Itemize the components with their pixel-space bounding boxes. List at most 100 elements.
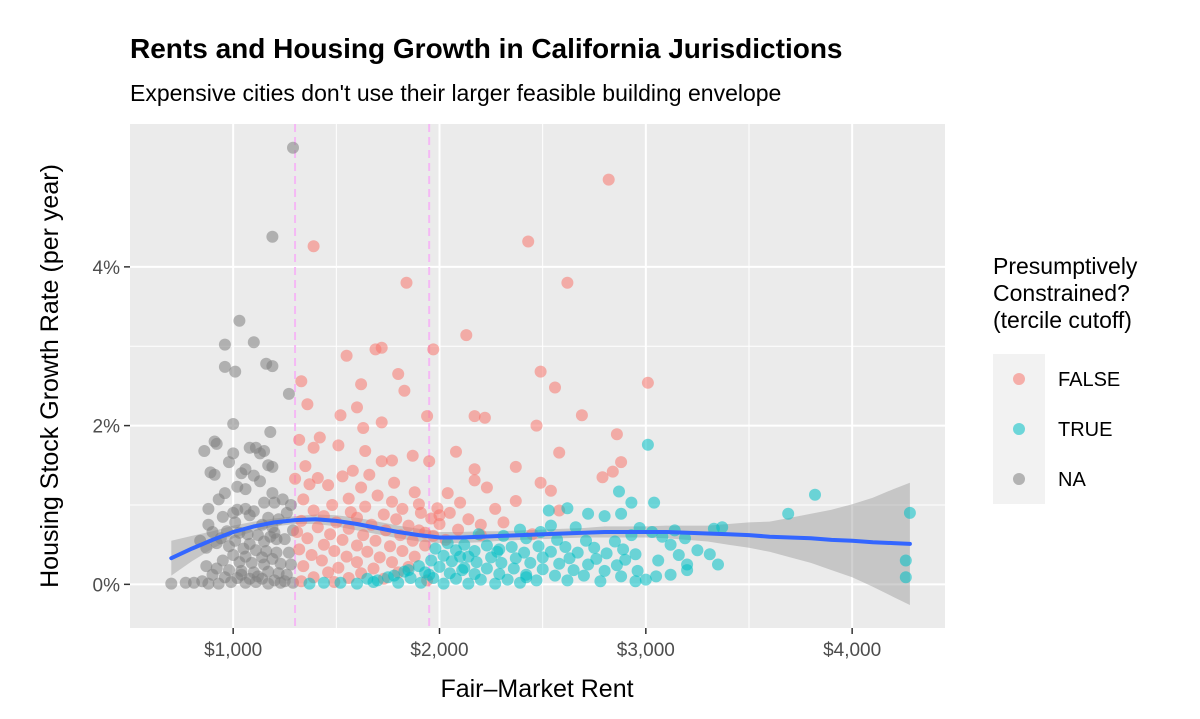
- point-true: [582, 507, 595, 520]
- point-na: [280, 506, 293, 519]
- point-na: [223, 456, 235, 469]
- point-true: [402, 564, 415, 577]
- point-false: [355, 481, 368, 494]
- point-na: [247, 336, 260, 349]
- point-true: [610, 559, 623, 572]
- point-false: [371, 489, 384, 502]
- point-true: [569, 521, 582, 534]
- point-true: [691, 544, 704, 557]
- point-false: [497, 516, 510, 529]
- point-false: [474, 518, 487, 531]
- point-false: [406, 534, 419, 547]
- point-true: [594, 575, 607, 588]
- point-true: [456, 564, 469, 577]
- point-true: [371, 574, 384, 587]
- point-true: [536, 563, 549, 576]
- point-true: [454, 550, 467, 563]
- point-na: [200, 560, 213, 573]
- legend-label-false: FALSE: [1058, 369, 1120, 391]
- point-true: [600, 547, 613, 560]
- point-true: [544, 519, 557, 532]
- point-true: [664, 538, 677, 551]
- point-false: [386, 556, 398, 569]
- point-true: [577, 569, 590, 582]
- point-true: [650, 570, 663, 583]
- point-true: [598, 564, 611, 577]
- y-tick-label: 4%: [93, 258, 121, 279]
- point-true: [480, 562, 493, 575]
- point-na: [278, 533, 291, 546]
- point-false: [301, 398, 314, 411]
- point-false: [522, 235, 535, 248]
- point-true: [561, 502, 574, 515]
- point-true: [549, 569, 561, 582]
- point-false: [384, 540, 396, 553]
- point-false: [359, 500, 372, 513]
- point-false: [322, 566, 335, 579]
- point-false: [305, 549, 318, 561]
- point-false: [373, 551, 386, 564]
- point-false: [421, 410, 434, 423]
- point-false: [367, 562, 380, 575]
- point-na: [243, 537, 256, 550]
- point-false: [307, 441, 320, 454]
- point-false: [450, 445, 462, 458]
- point-true: [625, 496, 638, 509]
- point-false: [328, 545, 341, 557]
- y-tick-label: 2%: [93, 417, 121, 438]
- point-na: [245, 556, 258, 569]
- point-false: [317, 538, 330, 551]
- point-true: [608, 535, 621, 548]
- point-true: [501, 573, 514, 586]
- point-false: [392, 368, 405, 380]
- chart-subtitle: Expensive cities don't use their larger …: [130, 80, 781, 106]
- point-false: [553, 446, 566, 459]
- point-false: [534, 476, 547, 489]
- point-false: [534, 365, 547, 378]
- point-true: [470, 556, 483, 569]
- point-true: [553, 557, 566, 570]
- point-false: [615, 456, 628, 469]
- legend-label-na: NA: [1058, 469, 1086, 491]
- point-true: [509, 552, 522, 565]
- point-na: [266, 230, 279, 243]
- point-false: [336, 470, 349, 483]
- point-false: [351, 556, 363, 569]
- point-na: [274, 557, 287, 570]
- point-na: [274, 576, 287, 589]
- point-true: [617, 543, 630, 556]
- point-false: [561, 276, 574, 289]
- point-false: [346, 464, 359, 477]
- confidence-band: [171, 482, 910, 605]
- point-false: [390, 513, 403, 526]
- point-true: [652, 554, 665, 567]
- point-false: [468, 474, 481, 487]
- point-false: [602, 173, 615, 186]
- point-false: [375, 455, 388, 468]
- point-false: [297, 560, 310, 573]
- point-false: [606, 465, 619, 478]
- point-true: [524, 556, 537, 569]
- x-tick-label: $4,000: [823, 640, 881, 661]
- point-true: [580, 534, 592, 547]
- point-true: [530, 574, 543, 587]
- point-false: [334, 409, 347, 422]
- point-true: [514, 523, 526, 536]
- point-false: [351, 511, 363, 524]
- point-false: [293, 543, 306, 556]
- point-false: [315, 554, 328, 567]
- point-na: [225, 576, 238, 588]
- point-false: [468, 463, 481, 476]
- point-true: [425, 554, 438, 567]
- point-false: [433, 518, 446, 530]
- point-false: [363, 468, 376, 481]
- point-false: [396, 502, 409, 515]
- point-false: [575, 409, 588, 422]
- point-false: [307, 504, 320, 517]
- point-true: [423, 568, 436, 581]
- smooth-line: [169, 517, 912, 561]
- point-false: [402, 519, 415, 532]
- point-true: [703, 548, 716, 561]
- point-false: [388, 476, 401, 489]
